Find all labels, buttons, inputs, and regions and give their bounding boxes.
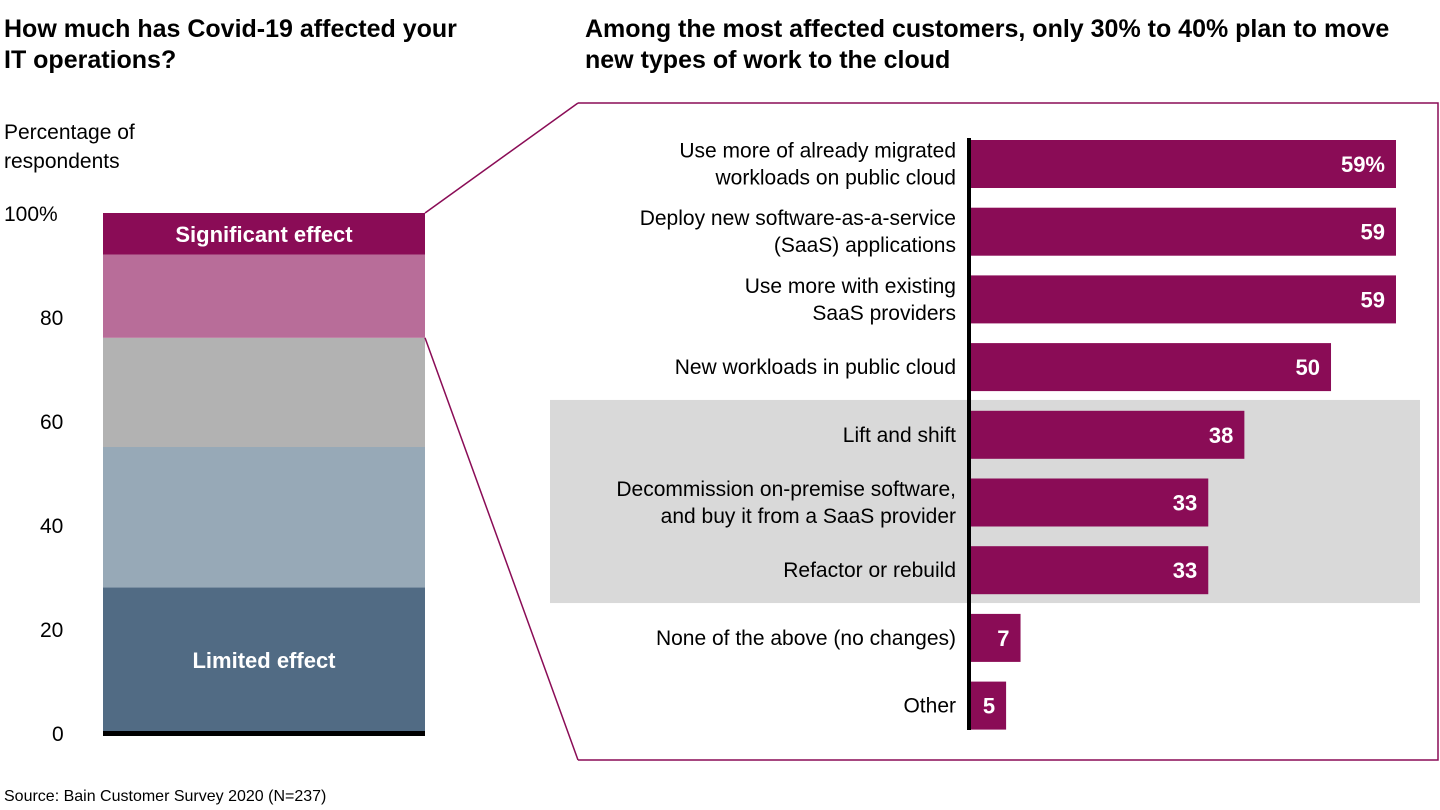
category-axis	[967, 138, 971, 730]
y-tick-label: 60	[40, 411, 63, 434]
bar	[970, 410, 1245, 459]
bar	[970, 140, 1396, 188]
category-label: None of the above (no changes)	[656, 627, 956, 650]
data-label: 59	[1361, 287, 1385, 312]
baseline	[103, 731, 425, 736]
category-label: and buy it from a SaaS provider	[661, 505, 956, 528]
source-note: Source: Bain Customer Survey 2020 (N=237…	[4, 788, 327, 805]
category-label: Deploy new software-as-a-service	[640, 207, 956, 230]
data-label: 33	[1173, 558, 1197, 583]
right-chart-title: Among the most affected customers, only …	[585, 15, 1390, 74]
bar	[970, 343, 1332, 392]
data-label: 33	[1173, 491, 1197, 516]
bar	[970, 546, 1209, 595]
segment-label: Significant effect	[175, 222, 353, 247]
stacked-segment	[103, 587, 425, 733]
y-tick-label: 80	[40, 307, 63, 330]
stacked-segment	[103, 337, 425, 447]
stacked-segment	[103, 254, 425, 338]
category-label: Other	[903, 695, 956, 718]
left-chart-title: How much has Covid-19 affected your IT o…	[4, 15, 457, 74]
data-label: 59%	[1341, 152, 1385, 177]
y-tick-label: 0	[52, 723, 64, 746]
category-label: (SaaS) applications	[774, 234, 956, 257]
data-label: 5	[983, 694, 995, 719]
data-label: 7	[997, 626, 1009, 651]
callout-line	[424, 102, 579, 214]
segment-label: Limited effect	[192, 648, 336, 673]
category-label: workloads on public cloud	[715, 167, 956, 190]
category-label: Decommission on-premise software,	[616, 478, 956, 501]
y-tick-label: 20	[40, 619, 63, 642]
bar	[970, 681, 1007, 730]
y-axis-label: Percentage of respondents	[4, 121, 135, 173]
y-tick-label: 40	[40, 515, 63, 538]
category-label: Use more of already migrated	[679, 140, 956, 163]
stacked-segment	[103, 447, 425, 588]
category-label: New workloads in public cloud	[675, 356, 956, 379]
bar	[970, 478, 1209, 527]
callout-line	[424, 337, 579, 761]
category-label: SaaS providers	[812, 302, 956, 325]
bar	[970, 275, 1396, 324]
y-tick-label: 100%	[4, 203, 58, 226]
stacked-segment	[103, 213, 425, 255]
data-label: 59	[1361, 220, 1385, 245]
bar	[970, 207, 1396, 256]
bar	[970, 613, 1021, 662]
data-label: 38	[1209, 423, 1233, 448]
data-label: 50	[1296, 355, 1320, 380]
category-label: Use more with existing	[745, 275, 956, 298]
category-label: Lift and shift	[843, 424, 956, 447]
callout-panel	[578, 102, 1439, 761]
category-label: Refactor or rebuild	[783, 559, 956, 582]
